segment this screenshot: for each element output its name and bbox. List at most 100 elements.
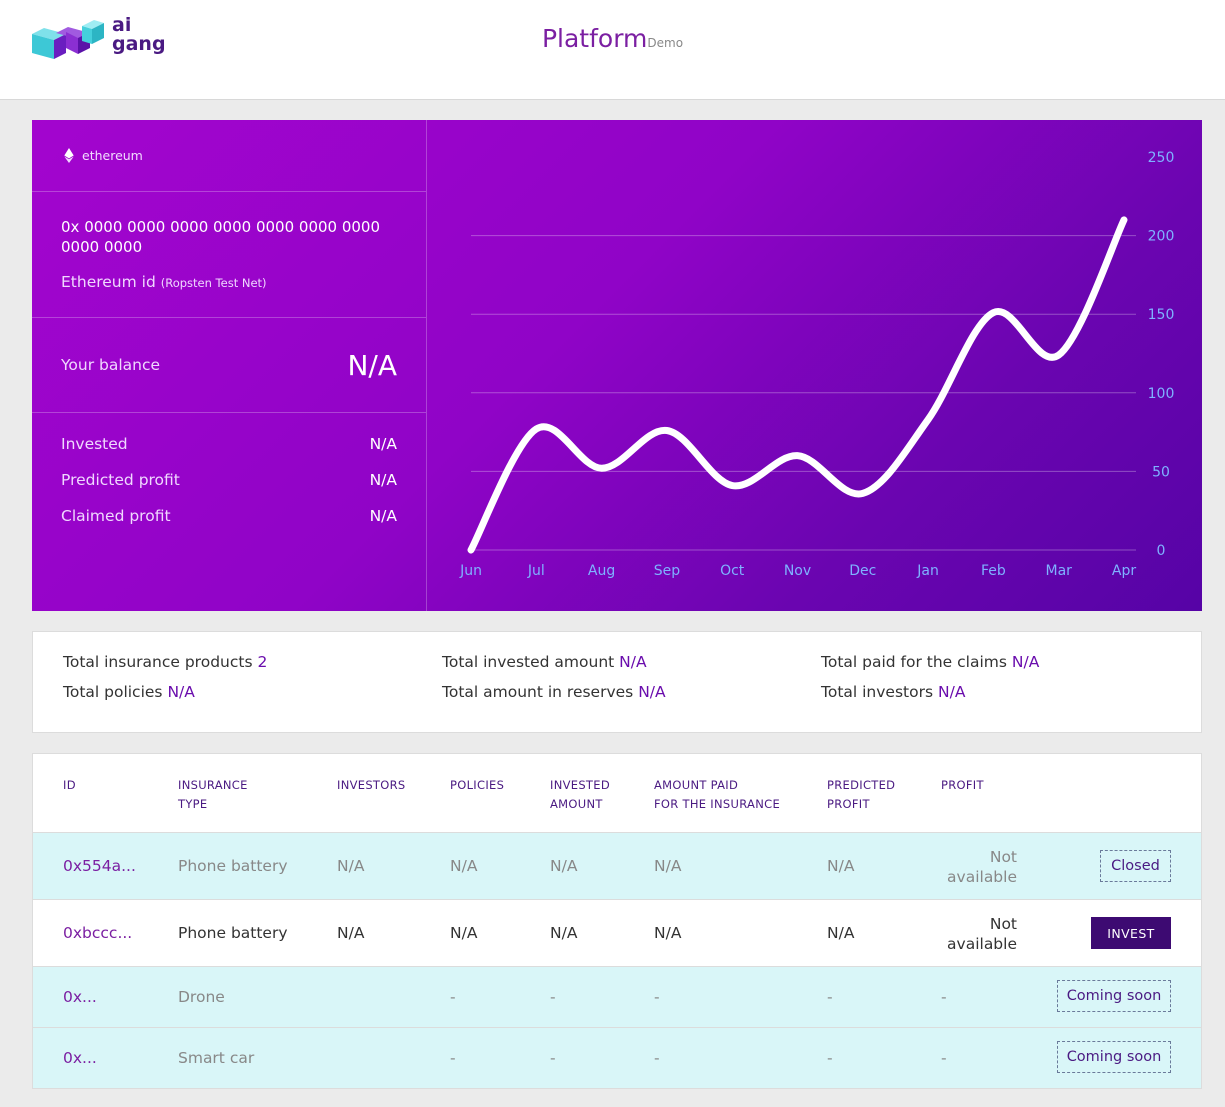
data-point bbox=[927, 419, 929, 421]
x-tick-label: Sep bbox=[654, 563, 681, 579]
total-claims: Total paid for the claims N/A bbox=[821, 653, 1039, 671]
total-investors: Total investors N/A bbox=[821, 683, 965, 701]
total-label: Total amount in reserves bbox=[442, 683, 634, 701]
stats-list: Invested N/A Predicted profit N/A Claime… bbox=[32, 413, 426, 543]
total-label: Total invested amount bbox=[442, 653, 615, 671]
row-amount-paid: N/A bbox=[654, 857, 682, 875]
data-point bbox=[862, 492, 864, 494]
row-amount-paid: N/A bbox=[654, 924, 682, 942]
coming-soon-button[interactable]: Coming soon bbox=[1057, 980, 1171, 1012]
data-point bbox=[1058, 354, 1060, 356]
data-point bbox=[1123, 219, 1125, 221]
col-header-predicted-profit[interactable]: PREDICTED PROFIT bbox=[827, 776, 895, 814]
total-value: N/A bbox=[938, 683, 966, 701]
balance-row: Your balance N/A bbox=[32, 318, 426, 413]
data-point bbox=[731, 485, 733, 487]
row-policies: - bbox=[450, 1049, 456, 1067]
total-invested: Total invested amount N/A bbox=[442, 653, 647, 671]
ethereum-id-label: Ethereum id (Ropsten Test Net) bbox=[61, 273, 398, 291]
row-profit-line: Not bbox=[989, 915, 1017, 933]
col-header-profit[interactable]: PROFIT bbox=[941, 776, 984, 795]
total-products: Total insurance products 2 bbox=[63, 653, 267, 671]
table-row[interactable]: 0xbccc... Phone battery N/A N/A N/A N/A … bbox=[33, 899, 1201, 966]
col-header-invested[interactable]: INVESTED AMOUNT bbox=[550, 776, 610, 814]
x-tick-label: Feb bbox=[981, 563, 1006, 579]
row-profit: - bbox=[941, 988, 947, 1006]
row-insurance-type: Smart car bbox=[178, 1049, 255, 1067]
demo-badge: Demo bbox=[647, 36, 684, 50]
row-policies: N/A bbox=[450, 857, 478, 875]
network-name: ethereum bbox=[82, 148, 143, 163]
total-value: N/A bbox=[1011, 653, 1040, 671]
col-header-text: PREDICTED bbox=[827, 778, 896, 792]
row-policies: - bbox=[450, 988, 456, 1006]
logo-text-line2: gang bbox=[112, 33, 166, 55]
top-bar: ai gang PlatformDemo bbox=[0, 0, 1225, 100]
row-profit-line: Not bbox=[989, 848, 1017, 866]
row-profit-line: available bbox=[947, 935, 1017, 953]
stat-label: Invested bbox=[61, 435, 128, 453]
row-invested: N/A bbox=[550, 857, 578, 875]
col-header-policies[interactable]: POLICIES bbox=[450, 776, 504, 795]
stat-value: N/A bbox=[369, 471, 397, 489]
table-row[interactable]: 0x554a... Phone battery N/A N/A N/A N/A … bbox=[33, 832, 1201, 899]
stat-value: N/A bbox=[369, 507, 397, 525]
col-header-text: POLICIES bbox=[450, 778, 505, 792]
total-label: Total insurance products bbox=[63, 653, 253, 671]
row-predicted-profit: - bbox=[827, 988, 833, 1006]
col-header-id[interactable]: ID bbox=[63, 776, 76, 795]
col-header-investors[interactable]: INVESTORS bbox=[337, 776, 406, 795]
stat-predicted-profit: Predicted profit N/A bbox=[61, 471, 397, 507]
col-header-text: AMOUNT PAID bbox=[654, 778, 739, 792]
aigang-logo[interactable]: ai gang bbox=[32, 16, 172, 62]
coming-soon-button[interactable]: Coming soon bbox=[1057, 1041, 1171, 1073]
x-tick-label: Jun bbox=[459, 563, 482, 579]
row-profit: Not available bbox=[927, 914, 1017, 954]
col-header-text: PROFIT bbox=[941, 778, 984, 792]
row-predicted-profit: - bbox=[827, 1049, 833, 1067]
data-point bbox=[666, 430, 668, 432]
col-header-amount-paid[interactable]: AMOUNT PAID FOR THE INSURANCE bbox=[654, 776, 780, 814]
x-tick-label: Dec bbox=[849, 563, 876, 579]
row-insurance-type: Drone bbox=[178, 988, 225, 1006]
col-header-type[interactable]: INSURANCE TYPE bbox=[178, 776, 248, 814]
y-tick-label: 50 bbox=[1152, 464, 1170, 480]
total-reserves: Total amount in reserves N/A bbox=[442, 683, 666, 701]
row-profit: - bbox=[941, 1049, 947, 1067]
logo-text: ai gang bbox=[112, 16, 166, 54]
total-label: Total policies bbox=[63, 683, 163, 701]
wallet-address[interactable]: 0x 0000 0000 0000 0000 0000 0000 0000 00… bbox=[61, 218, 381, 256]
row-id[interactable]: 0xbccc... bbox=[63, 924, 133, 942]
data-point bbox=[992, 312, 994, 314]
chart-grid bbox=[471, 235, 1136, 551]
col-header-text: ID bbox=[63, 778, 76, 792]
row-policies: N/A bbox=[450, 924, 478, 942]
page-title-text: Platform bbox=[541, 24, 648, 53]
col-header-text: PROFIT bbox=[827, 797, 870, 811]
wallet-panel: ethereum 0x 0000 0000 0000 0000 0000 000… bbox=[32, 120, 1202, 611]
table-row[interactable]: 0x... Drone - - - - - Coming soon bbox=[33, 966, 1201, 1027]
network-row: ethereum bbox=[32, 120, 426, 192]
col-header-text: INSURANCE bbox=[178, 778, 248, 792]
row-investors: N/A bbox=[337, 857, 365, 875]
chart-x-axis: Jun Jul Aug Sep Oct Nov Dec Jan Feb Mar Apr bbox=[459, 563, 1136, 579]
data-point bbox=[797, 455, 798, 457]
closed-status-button[interactable]: Closed bbox=[1100, 850, 1171, 882]
row-id[interactable]: 0x554a... bbox=[63, 857, 136, 875]
row-id[interactable]: 0x... bbox=[63, 1049, 97, 1067]
invest-button[interactable]: INVEST bbox=[1091, 917, 1171, 949]
row-invested: N/A bbox=[550, 924, 578, 942]
chart-y-axis: 0 50 100 150 200 250 bbox=[1148, 150, 1175, 559]
total-value: N/A bbox=[167, 683, 195, 701]
stat-invested: Invested N/A bbox=[61, 435, 397, 471]
table-row[interactable]: 0x... Smart car - - - - - Coming soon bbox=[33, 1027, 1201, 1088]
y-tick-label: 150 bbox=[1148, 307, 1175, 323]
ethereum-id-text: Ethereum id bbox=[61, 273, 156, 291]
profit-line-chart: 0 50 100 150 200 250 Jun Jul Aug Sep Oct Nov Dec Jan… bbox=[459, 150, 1175, 579]
y-tick-label: 200 bbox=[1148, 229, 1175, 245]
x-tick-label: Jan bbox=[916, 563, 939, 579]
totals-card: Total insurance products 2 Total policie… bbox=[32, 631, 1202, 733]
total-value: N/A bbox=[619, 653, 647, 671]
data-point bbox=[470, 549, 472, 551]
row-id[interactable]: 0x... bbox=[63, 988, 97, 1006]
